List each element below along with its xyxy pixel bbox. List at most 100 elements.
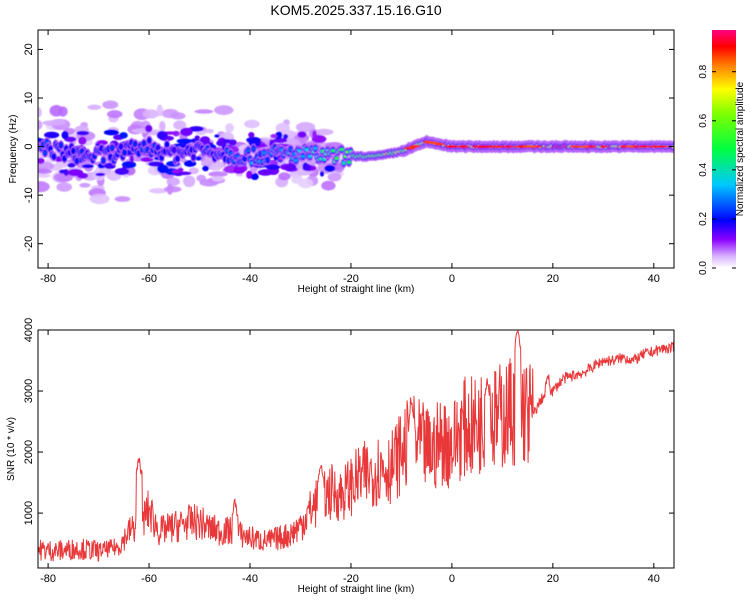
snr-xtick-label: -60 <box>141 573 157 585</box>
snr-ytick-label: 4000 <box>23 318 35 342</box>
spectrogram-mid-blob <box>176 138 193 144</box>
spectrogram-mid-blob <box>96 140 108 146</box>
snr-xtick-label: 40 <box>648 573 660 585</box>
spectrogram-mid-blob <box>202 165 209 172</box>
spectrogram-halo-blob <box>204 128 214 134</box>
spectrogram-halo-blob <box>79 182 91 188</box>
spectrogram-mid-blob <box>157 164 169 174</box>
spectrogram-ridge-core <box>308 154 313 159</box>
spectrogram-y-ticks: -20 -10 0 10 20 <box>23 43 674 252</box>
spectrogram-ridge-core <box>172 148 177 152</box>
spectrogram-mid-blob <box>194 156 202 161</box>
spectrogram-y-axis-label: Frequency (Hz) <box>8 115 19 184</box>
spectrogram-halo-blob <box>106 110 123 119</box>
spectrogram-ridge-core <box>228 151 233 156</box>
spectrogram-halo-blob <box>188 167 199 175</box>
spectrogram-halo-blob <box>38 161 55 171</box>
colorbar-gradient <box>712 30 736 268</box>
spectrogram-mid-blob <box>180 127 193 137</box>
spectrogram-mid-blob <box>270 133 278 139</box>
spectrogram-halo-blob <box>199 178 219 187</box>
spectrogram-mid-blob <box>119 132 128 139</box>
spectrogram-halo-blob <box>114 196 131 202</box>
spectrogram-ridge-core <box>101 158 106 163</box>
spectrogram-frame <box>37 29 675 269</box>
spectrogram-ridge-peak <box>457 145 466 148</box>
spectrogram-mid-blob <box>312 130 317 139</box>
spectrogram-ridge-core <box>334 156 339 161</box>
spectrogram-mid-blob <box>283 134 289 140</box>
colorbar-tick-label: 0.8 <box>698 64 709 78</box>
colorbar-label: Normalized spectral amplitude <box>735 81 746 216</box>
spectrogram-ridge-core <box>51 154 56 159</box>
spectrogram-ridge-core <box>265 158 270 162</box>
spectrogram-ridge-peak <box>599 145 607 148</box>
spectrogram-x-axis-label: Height of straight line (km) <box>298 284 415 295</box>
colorbar-ticks: 0.0 0.2 0.4 0.6 0.8 <box>698 64 736 275</box>
spectrogram-mid-blob <box>194 135 200 140</box>
spectrogram-xtick-label: -40 <box>242 273 258 285</box>
snr-ytick-label: 2000 <box>23 440 35 464</box>
snr-series-line <box>38 330 674 562</box>
spectrogram-mid-blob <box>78 136 87 145</box>
spectrogram-xtick-label: -80 <box>40 273 56 285</box>
spectrogram-ridge-core <box>110 146 115 150</box>
snr-panel: -80 -60 -40 -20 0 20 40 1000 2000 3000 4000 Heigh… <box>6 318 675 595</box>
spectrogram-ridge-core <box>133 142 138 146</box>
colorbar: 0.0 0.2 0.4 0.6 0.8 Normalized spectral ampl… <box>698 30 746 275</box>
spectrogram-x-ticks: -80 -60 -40 -20 0 20 40 <box>40 30 660 285</box>
spectrogram-halo-blob <box>38 119 43 130</box>
snr-xtick-label: 0 <box>449 573 455 585</box>
spectrogram-xtick-label: 0 <box>449 273 455 285</box>
spectrogram-ridge-peak <box>445 145 458 148</box>
spectrogram-ridge-core <box>292 152 297 156</box>
spectrogram-halo-blob <box>142 109 159 119</box>
spectrogram-mid-blob <box>156 130 168 140</box>
spectrogram-ridge-peak <box>619 145 628 148</box>
spectrogram-halo-blob <box>208 171 228 177</box>
spectrogram-halo-blob <box>149 188 168 194</box>
spectrogram-mid-blob <box>257 143 268 148</box>
spectrogram-mid-blob <box>103 129 119 136</box>
spectrogram-mid-blob <box>44 131 60 139</box>
spectrogram-mid-blob <box>114 167 130 176</box>
spectrogram-marks <box>38 100 674 205</box>
spectrogram-ridge-core <box>301 154 305 159</box>
spectrogram-halo-blob <box>275 122 290 134</box>
spectrogram-ridge-core <box>191 155 196 160</box>
spectrogram-ridge-peak <box>624 145 635 148</box>
spectrogram-halo-blob <box>56 182 72 192</box>
spectrogram-mid-blob <box>77 172 89 179</box>
spectrogram-halo-blob <box>38 173 51 178</box>
spectrogram-ridge-core <box>251 146 256 151</box>
spectrogram-ridge-core <box>346 160 351 165</box>
spectrogram-mid-blob <box>297 131 307 138</box>
spectrogram-halo-blob <box>211 175 224 182</box>
spectrogram-mid-blob <box>248 138 261 147</box>
spectrogram-ridge-peak <box>425 141 440 145</box>
spectrogram-halo-blob <box>38 107 42 118</box>
spectrogram-ridge-core <box>242 156 247 161</box>
spectrogram-ridge-core <box>288 147 293 152</box>
spectrogram-halo-blob <box>321 180 336 191</box>
spectrogram-ytick-label: 20 <box>23 43 35 55</box>
spectrogram-mid-blob <box>58 169 67 174</box>
spectrogram-ridge-core <box>80 149 85 154</box>
spectrogram-mid-blob <box>178 171 192 176</box>
spectrogram-halo-blob <box>315 128 334 136</box>
snr-xtick-label: 20 <box>547 573 559 585</box>
spectrogram-halo-blob <box>225 123 234 133</box>
spectrogram-mid-blob <box>233 167 245 175</box>
spectrogram-xtick-label: 20 <box>547 273 559 285</box>
spectrogram-ridge-core <box>331 148 336 153</box>
snr-ytick-label: 1000 <box>23 501 35 525</box>
spectrogram-ridge-peak <box>476 145 488 148</box>
spectrogram-halo-blob <box>173 120 187 130</box>
spectrogram-ridge-peak <box>649 145 662 148</box>
spectrogram-mid-blob <box>257 169 273 176</box>
spectrogram-ridge-core <box>142 141 146 146</box>
spectrogram-ridge-core <box>74 159 79 163</box>
spectrogram-mid-blob <box>250 173 259 181</box>
spectrogram-ridge-core <box>175 156 180 161</box>
spectrogram-ridge-core <box>159 155 164 160</box>
